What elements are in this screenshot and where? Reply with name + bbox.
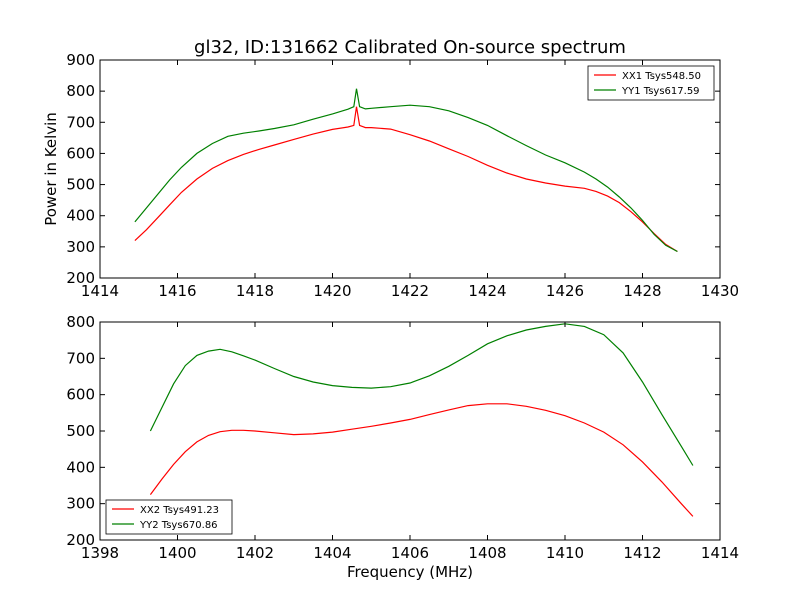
- series-line-xx-panel-2: [149, 403, 694, 517]
- series-line-yy-panel-1: [134, 88, 678, 253]
- y-tick-label: 900: [66, 51, 95, 69]
- x-tick-label: 1414: [701, 544, 739, 562]
- y-axis-label: Power in Kelvin: [42, 112, 60, 226]
- x-tick-label: 1412: [623, 544, 661, 562]
- y-tick-label: 600: [66, 386, 95, 404]
- y-tick-label: 800: [66, 82, 95, 100]
- series-line-xx-panel-1: [134, 106, 678, 253]
- x-tick-label: 1414: [81, 282, 119, 300]
- legend-box: [587, 65, 715, 101]
- y-tick-label: 600: [66, 144, 95, 162]
- y-tick-label: 700: [66, 113, 95, 131]
- y-tick-label: 200: [66, 269, 95, 287]
- x-tick-label: 1410: [546, 544, 584, 562]
- x-tick-label: 1402: [236, 544, 274, 562]
- y-tick-label: 800: [66, 313, 95, 331]
- legend-entry-label: YY2 Tsys670.86: [139, 520, 218, 531]
- x-tick-label: 1428: [623, 282, 661, 300]
- x-tick-label: 1426: [546, 282, 584, 300]
- y-tick-label: 500: [66, 176, 95, 194]
- x-tick-label: 1406: [391, 544, 429, 562]
- y-tick-label: 300: [66, 238, 95, 256]
- y-tick-label: 700: [66, 349, 95, 367]
- bottom-plot-panel: 1398 1400 1402 1404 1406 1408 1410 1412 1414 200 3…: [66, 313, 739, 581]
- x-tick-label: 1418: [236, 282, 274, 300]
- legend-entry-label: XX1 Tsys548.50: [622, 71, 701, 82]
- x-tick-label: 1400: [158, 544, 196, 562]
- x-tick-label: 1424: [468, 282, 506, 300]
- series-line-yy-panel-2: [149, 323, 694, 466]
- legend-entry-label: XX2 Tsys491.23: [140, 505, 219, 516]
- y-tick-label: 300: [66, 495, 95, 513]
- x-axis-label: Frequency (MHz): [347, 563, 473, 581]
- x-tick-label: 1416: [158, 282, 196, 300]
- x-tick-label: 1398: [81, 544, 119, 562]
- legend-box: [105, 499, 233, 535]
- x-tick-label: 1420: [313, 282, 351, 300]
- legend: XX2 Tsys491.23 YY2 Tsys670.86: [105, 499, 233, 535]
- legend-entry-label: YY1 Tsys617.59: [621, 86, 700, 97]
- y-tick-label: 200: [66, 531, 95, 549]
- legend: XX1 Tsys548.50 YY1 Tsys617.59: [587, 65, 715, 101]
- top-plot-panel: 1414 1416 1418 1420 1422 1424 1426 1428 1430 200 3…: [42, 51, 739, 300]
- y-tick-label: 400: [66, 458, 95, 476]
- x-tick-label: 1430: [701, 282, 739, 300]
- y-tick-label: 400: [66, 207, 95, 225]
- x-tick-label: 1404: [313, 544, 351, 562]
- chart-title: gl32, ID:131662 Calibrated On-source spe…: [194, 37, 626, 58]
- y-tick-label: 500: [66, 422, 95, 440]
- x-tick-label: 1408: [468, 544, 506, 562]
- x-tick-label: 1422: [391, 282, 429, 300]
